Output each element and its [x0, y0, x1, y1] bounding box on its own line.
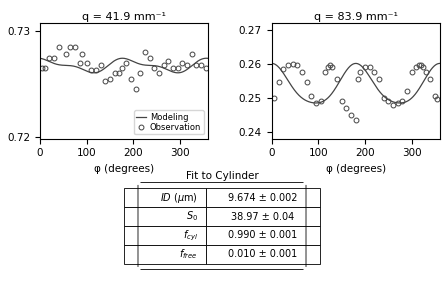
Observation	[93, 69, 99, 72]
Modeling	[164, 67, 169, 71]
Observation	[142, 51, 147, 54]
Modeling	[37, 57, 43, 60]
Observation	[84, 61, 89, 65]
Observation	[117, 72, 122, 75]
Modeling	[113, 58, 119, 62]
Observation	[189, 53, 194, 56]
Observation	[151, 66, 157, 70]
Observation	[77, 61, 82, 65]
Observation	[156, 72, 162, 75]
Modeling	[120, 57, 125, 60]
Modeling	[175, 71, 181, 75]
Title: q = 41.9 mm⁻¹: q = 41.9 mm⁻¹	[82, 12, 166, 22]
Observation	[119, 66, 124, 70]
Observation	[138, 72, 143, 75]
Observation	[170, 66, 175, 70]
Line: Observation: Observation	[40, 45, 208, 92]
Observation	[89, 69, 94, 72]
Observation	[133, 88, 138, 91]
Legend: Modeling, Observation: Modeling, Observation	[134, 110, 204, 134]
Observation	[161, 63, 166, 67]
Observation	[198, 63, 203, 67]
Observation	[175, 66, 180, 70]
Modeling	[80, 68, 86, 71]
Observation	[112, 72, 117, 75]
Observation	[107, 77, 113, 80]
Title: q = 83.9 mm⁻¹: q = 83.9 mm⁻¹	[313, 12, 398, 22]
Observation	[194, 63, 199, 67]
Modeling	[205, 57, 210, 60]
Observation	[179, 61, 185, 65]
Observation	[184, 63, 190, 67]
Observation	[203, 66, 208, 70]
Observation	[67, 45, 73, 49]
Observation	[98, 63, 103, 67]
X-axis label: φ (degrees): φ (degrees)	[94, 164, 154, 174]
Observation	[47, 56, 52, 59]
Observation	[147, 56, 152, 59]
Observation	[52, 56, 57, 59]
Observation	[56, 45, 61, 49]
Line: Modeling: Modeling	[40, 58, 208, 73]
Modeling	[67, 64, 72, 67]
X-axis label: φ (degrees): φ (degrees)	[325, 164, 386, 174]
Observation	[42, 66, 48, 70]
Observation	[79, 53, 85, 56]
Observation	[63, 53, 68, 56]
Modeling	[136, 62, 142, 65]
Observation	[40, 66, 45, 70]
Observation	[103, 79, 108, 82]
Modeling	[150, 64, 155, 67]
Observation	[166, 59, 171, 62]
Text: Fit to Cylinder: Fit to Cylinder	[186, 171, 258, 181]
Observation	[72, 45, 78, 49]
Observation	[128, 77, 134, 80]
Observation	[123, 61, 129, 65]
